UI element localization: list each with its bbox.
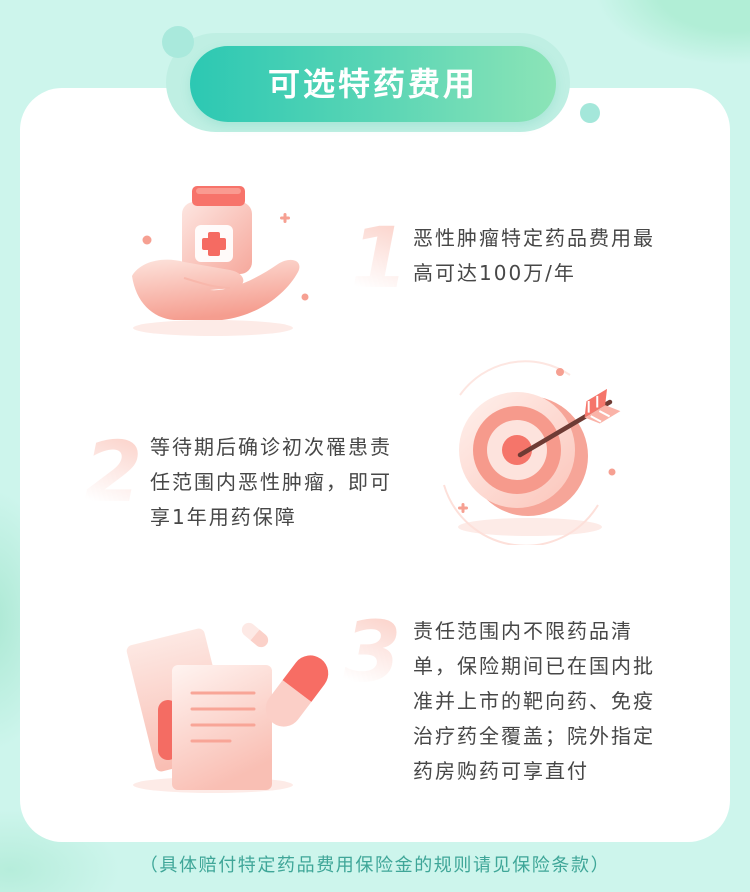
- description-line: 等待期后确诊初次罹患责: [150, 435, 392, 459]
- decorative-circle: [162, 26, 194, 58]
- item-description: 责任范围内不限药品清 单，保险期间已在国内批 准并上市的靶向药、免疫 治疗药全覆…: [413, 614, 655, 789]
- description-line: 享1年用药保障: [150, 505, 297, 529]
- item-description: 等待期后确诊初次罹患责 任范围内恶性肿瘤，即可 享1年用药保障: [150, 430, 392, 535]
- page-title: 可选特药费用: [267, 65, 478, 103]
- medicine-bottle: [182, 186, 252, 274]
- target-board: [459, 392, 588, 516]
- step-number: 3: [343, 603, 402, 701]
- description-line: 准并上市的靶向药、免疫: [413, 689, 655, 713]
- document-sheets: [126, 628, 272, 790]
- sparkle-decorations: [458, 368, 616, 513]
- hand-holding-medicine-bottle-icon: [132, 186, 309, 336]
- sparkle-decorations: [142, 213, 309, 301]
- content-card: [20, 88, 730, 842]
- description-line: 任范围内恶性肿瘤，即可: [150, 470, 392, 494]
- footer-note: （具体赔付特定药品费用保险金的规则请见保险条款）: [139, 855, 611, 876]
- description-line: 药房购药可享直付: [413, 759, 589, 783]
- arrow: [517, 388, 621, 458]
- item-description: 恶性肿瘤特定药品费用最 高可达100万/年: [413, 221, 655, 291]
- description-line: 治疗药全覆盖；院外指定: [413, 724, 655, 748]
- prescription-document-with-capsule-icon: [126, 622, 329, 793]
- target-with-arrow-icon: [443, 360, 621, 545]
- open-hand: [132, 259, 300, 320]
- icon-shadow: [133, 320, 293, 336]
- description-line: 单，保险期间已在国内批: [413, 654, 655, 678]
- small-capsule: [241, 622, 269, 648]
- description-line: 恶性肿瘤特定药品费用最: [413, 226, 655, 250]
- title-banner: 可选特药费用: [190, 46, 556, 122]
- decorative-circle: [580, 103, 600, 123]
- icon-shadow: [443, 360, 602, 545]
- description-line: 责任范围内不限药品清: [413, 619, 633, 643]
- capsule: [265, 655, 329, 727]
- step-number: 1: [350, 209, 409, 307]
- step-number: 2: [84, 423, 143, 521]
- description-line: 高可达100万/年: [413, 261, 576, 285]
